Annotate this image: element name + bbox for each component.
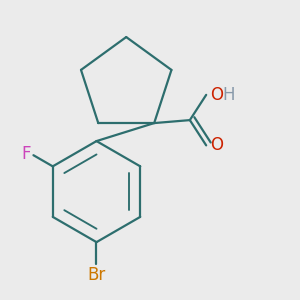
Text: Br: Br: [87, 266, 106, 284]
Text: F: F: [21, 145, 31, 163]
Text: O: O: [210, 86, 223, 104]
Text: O: O: [210, 136, 223, 154]
Text: H: H: [223, 86, 235, 104]
